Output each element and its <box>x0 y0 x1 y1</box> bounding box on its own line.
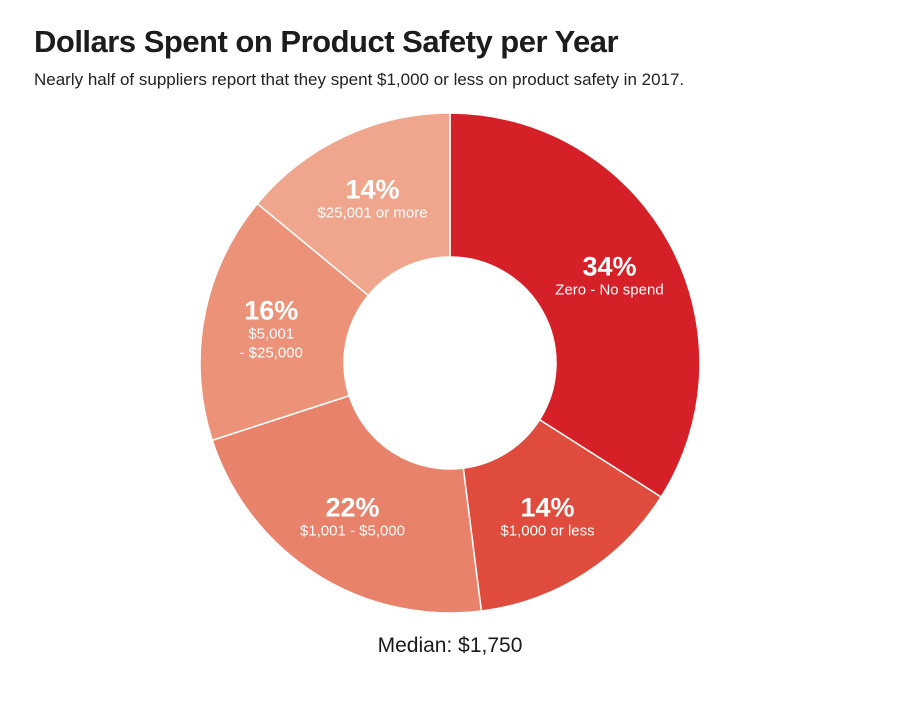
donut-slice-25-001-or-more <box>256 112 451 297</box>
chart-title: Dollars Spent on Product Safety per Year <box>34 24 619 59</box>
slice-category-label: $25,001 or more <box>317 204 427 221</box>
donut-slice-1-001-5-000 <box>211 394 483 614</box>
slice-value-label: 14% <box>345 174 399 204</box>
slice-category-label: $1,000 or less <box>500 523 594 540</box>
slice-value-label: 14% <box>520 493 574 523</box>
donut-slice-5-001-25-000 <box>199 202 370 442</box>
slice-category-label: Zero - No spend <box>555 281 663 298</box>
slice-value-label: 34% <box>582 251 636 281</box>
slice-category-label: $5,001 <box>248 325 294 342</box>
slice-value-label: 16% <box>244 295 298 325</box>
median-annotation: Median: $1,750 <box>377 634 523 657</box>
donut-slice-zero-no-spend <box>449 112 701 498</box>
chart-subtitle: Nearly half of suppliers report that the… <box>34 70 685 89</box>
donut-slice-1-000-or-less <box>462 418 663 612</box>
slice-category-label: $1,001 - $5,000 <box>300 523 405 540</box>
donut-slices <box>199 112 701 614</box>
slice-value-label: 22% <box>325 493 379 523</box>
slice-category-label: - $25,000 <box>240 344 303 361</box>
